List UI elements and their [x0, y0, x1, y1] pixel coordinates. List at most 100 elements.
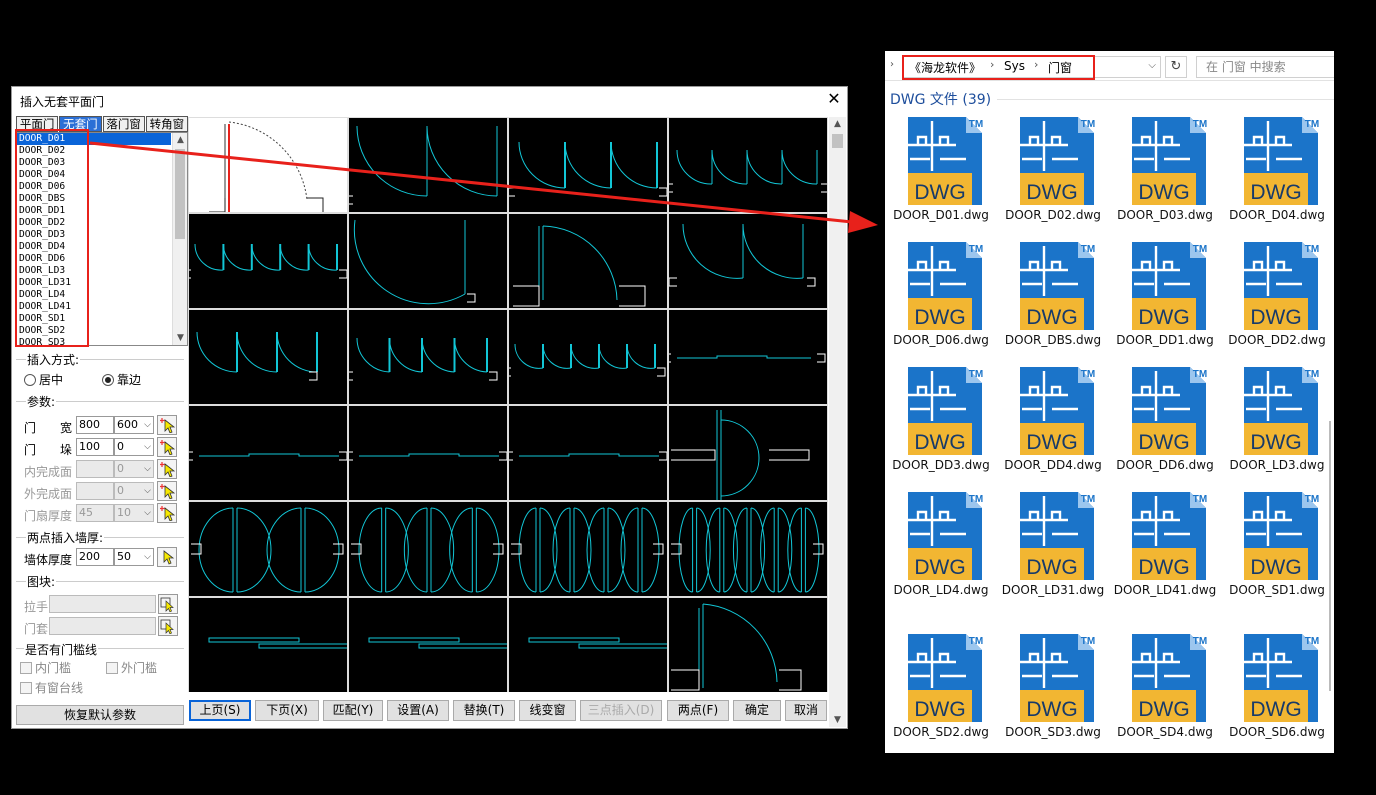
list-item[interactable]: DOOR_LD4 [19, 289, 66, 300]
close-icon[interactable]: ✕ [827, 89, 841, 108]
param-input[interactable]: 800 [76, 416, 114, 434]
door-preview-cell[interactable] [669, 406, 827, 500]
dwg-file-item[interactable]: DWG TM DOOR_D06.dwg [885, 240, 997, 349]
pick-param-button[interactable] [157, 459, 177, 479]
list-item[interactable]: DOOR_LD31 [19, 277, 71, 288]
door-style-list[interactable]: DOOR_D01 DOOR_D02 DOOR_D03 DOOR_D04 DOOR_D06… [16, 132, 188, 346]
dwg-file-item[interactable]: DWG TM DOOR_SD3.dwg [997, 632, 1109, 741]
tab-1[interactable]: 无套门 [59, 116, 102, 132]
list-item[interactable]: DOOR_SD1 [19, 313, 66, 324]
sill-checkbox[interactable]: 有窗台线 [20, 679, 83, 696]
pick-param-button[interactable] [157, 437, 177, 457]
list-item[interactable]: DOOR_SD3 [19, 337, 66, 346]
list-item[interactable]: DOOR_D06 [19, 181, 66, 192]
list-item[interactable]: DOOR_DD6 [19, 253, 66, 264]
dwg-file-item[interactable]: DWG TM DOOR_DD1.dwg [1109, 240, 1221, 349]
dwg-file-item[interactable]: DWG TM DOOR_LD4.dwg [885, 490, 997, 599]
pick-param-button[interactable] [157, 503, 177, 523]
dialog-button-4[interactable]: 替换(T) [453, 700, 515, 721]
dialog-button-5[interactable]: 线变窗 [519, 700, 576, 721]
list-item[interactable]: DOOR_SD2 [19, 325, 66, 336]
door-preview-cell[interactable] [182, 214, 348, 308]
list-item[interactable]: DOOR_DD4 [19, 241, 66, 252]
dwg-file-item[interactable]: DWG TM DOOR_DD3.dwg [885, 365, 997, 474]
explorer-scrollbar[interactable] [1326, 111, 1334, 751]
door-preview-cell[interactable] [189, 598, 350, 692]
radio-center[interactable]: 居中 [24, 371, 63, 388]
dwg-file-item[interactable]: DWG TM DOOR_D03.dwg [1109, 115, 1221, 224]
door-preview-cell[interactable] [664, 118, 830, 212]
scroll-down-icon[interactable]: ▼ [834, 715, 841, 725]
dialog-button-6[interactable]: 三点插入(D) [580, 700, 662, 721]
door-preview-cell[interactable] [344, 118, 507, 212]
dwg-file-item[interactable]: DWG TM DOOR_D01.dwg [885, 115, 997, 224]
door-preview-cell[interactable] [506, 118, 668, 212]
scroll-up-icon[interactable]: ▲ [177, 135, 184, 145]
dialog-button-3[interactable]: 设置(A) [387, 700, 449, 721]
list-scroll-thumb[interactable] [175, 149, 185, 239]
pick-param-button[interactable] [157, 415, 177, 435]
outer-threshold-checkbox[interactable]: 外门槛 [106, 659, 157, 676]
dialog-button-8[interactable]: 确定 [733, 700, 781, 721]
list-item[interactable]: DOOR_DD2 [19, 217, 66, 228]
list-item[interactable]: DOOR_D03 [19, 157, 66, 168]
param-input[interactable] [76, 460, 114, 478]
dwg-file-item[interactable]: DWG TM DOOR_SD1.dwg [1221, 490, 1333, 599]
param-combo[interactable]: 0 ⌵ [114, 460, 154, 478]
door-preview-cell[interactable] [669, 598, 827, 692]
door-preview-cell[interactable] [189, 118, 347, 213]
dwg-file-item[interactable]: DWG TM DOOR_D02.dwg [997, 115, 1109, 224]
pick-wall-button[interactable] [157, 547, 177, 567]
breadcrumb-item-doors[interactable]: 门窗 [1048, 61, 1073, 75]
door-preview-cell[interactable] [668, 214, 827, 308]
door-preview-cell[interactable] [344, 406, 508, 500]
tab-3[interactable]: 转角窗 [145, 116, 188, 132]
pick-param-button[interactable] [157, 481, 177, 501]
door-preview-cell[interactable] [509, 598, 670, 692]
list-item[interactable]: DOOR_LD41 [19, 301, 71, 312]
breadcrumb-item-sys[interactable]: Sys [1004, 59, 1025, 73]
door-preview-cell[interactable] [349, 214, 507, 308]
dwg-file-item[interactable]: DWG TM DOOR_DBS.dwg [997, 240, 1109, 349]
preview-scrollbar[interactable]: ▲ ▼ [829, 117, 846, 727]
door-preview-cell[interactable] [349, 598, 510, 692]
dwg-file-item[interactable]: DWG TM DOOR_LD41.dwg [1109, 490, 1221, 599]
door-preview-cell[interactable] [189, 502, 347, 596]
door-preview-cell[interactable] [669, 502, 827, 596]
door-preview-cell[interactable] [189, 310, 347, 404]
dwg-file-item[interactable]: DWG TM DOOR_LD31.dwg [997, 490, 1109, 599]
handle-input[interactable] [49, 595, 156, 613]
door-preview-cell[interactable] [349, 502, 507, 596]
inner-threshold-checkbox[interactable]: 内门槛 [20, 659, 71, 676]
list-item[interactable]: DOOR_D01 [17, 133, 171, 145]
dwg-file-item[interactable]: DWG TM DOOR_LD3.dwg [1221, 365, 1333, 474]
dwg-file-item[interactable]: DWG TM DOOR_D04.dwg [1221, 115, 1333, 224]
dwg-file-item[interactable]: DWG TM DOOR_SD6.dwg [1221, 632, 1333, 741]
param-combo[interactable]: 600 ⌵ [114, 416, 154, 434]
cover-input[interactable] [49, 617, 156, 635]
dwg-file-item[interactable]: DWG TM DOOR_SD4.dwg [1109, 632, 1221, 741]
pick-cover-button[interactable] [158, 616, 178, 636]
param-combo[interactable]: 10 ⌵ [114, 504, 154, 522]
radio-edge[interactable]: 靠边 [102, 371, 141, 388]
reset-defaults-button[interactable]: 恢复默认参数 [16, 705, 184, 725]
scroll-down-icon[interactable]: ▼ [177, 333, 184, 343]
dwg-file-item[interactable]: DWG TM DOOR_DD2.dwg [1221, 240, 1333, 349]
door-preview-cell[interactable] [344, 310, 507, 404]
wall-thickness-combo[interactable]: 50 ⌵ [114, 548, 154, 566]
dwg-file-item[interactable]: DWG TM DOOR_SD2.dwg [885, 632, 997, 741]
tab-0[interactable]: 平面门 [16, 116, 59, 132]
dialog-button-0[interactable]: 上页(S) [189, 700, 251, 721]
param-input[interactable] [76, 482, 114, 500]
dialog-button-1[interactable]: 下页(X) [255, 700, 319, 721]
door-preview-cell[interactable] [662, 310, 827, 404]
dwg-file-item[interactable]: DWG TM DOOR_DD6.dwg [1109, 365, 1221, 474]
dwg-file-item[interactable]: DWG TM DOOR_DD4.dwg [997, 365, 1109, 474]
nav-arrow-icon[interactable]: › [890, 59, 894, 70]
dialog-button-9[interactable]: 取消 [785, 700, 827, 721]
param-combo[interactable]: 0 ⌵ [114, 482, 154, 500]
file-group-header[interactable]: DWG 文件 (39) [890, 92, 992, 108]
wall-thickness-input[interactable]: 200 [76, 548, 114, 566]
list-item[interactable]: DOOR_DBS [19, 193, 66, 204]
tab-2[interactable]: 落门窗 [102, 116, 145, 132]
